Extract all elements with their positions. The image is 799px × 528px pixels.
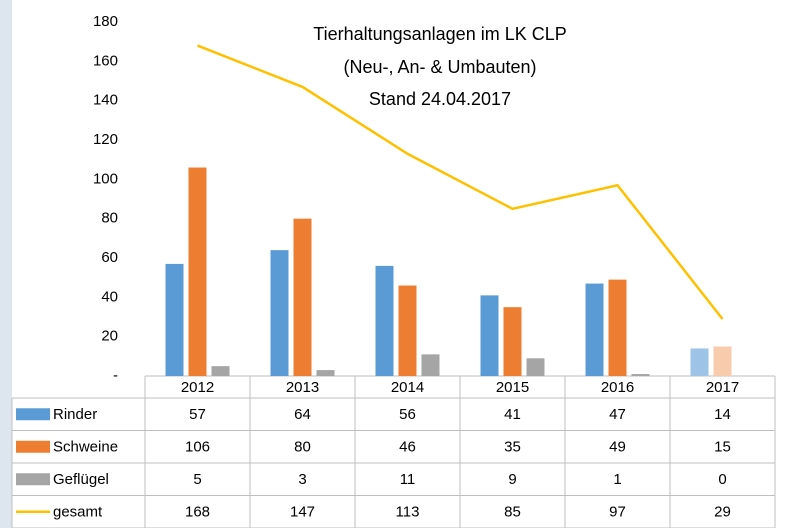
table-cell: 46: [399, 439, 416, 456]
legend-label: Rinder: [53, 406, 97, 423]
y-tick-label: 60: [101, 249, 118, 266]
y-tick-label: 180: [93, 13, 118, 30]
x-tick-label: 2013: [286, 379, 319, 396]
plot: - 20 40 60 80 100 120 140 160 180: [93, 13, 732, 384]
table-cell: 1: [613, 471, 621, 488]
legend-label: Schweine: [53, 439, 118, 456]
bar: [690, 348, 709, 376]
bar: [631, 374, 650, 376]
table-cell: 168: [185, 504, 210, 521]
table-cell: 15: [714, 439, 731, 456]
table-cell: 97: [609, 504, 626, 521]
x-tick-label: 2016: [601, 379, 634, 396]
x-tick-label: 2017: [706, 379, 739, 396]
table-cell: 14: [714, 406, 731, 423]
chart-area: [12, 0, 799, 528]
bar: [503, 307, 522, 376]
table-cell: 41: [504, 406, 521, 423]
table-cell: 113: [396, 504, 420, 521]
y-tick-label: 120: [93, 131, 118, 148]
legend-swatch: [16, 408, 50, 421]
table-cell: 47: [609, 406, 626, 423]
table-cell: 35: [504, 439, 521, 456]
bar: [713, 346, 732, 376]
bar: [398, 285, 417, 376]
chart-title: Tierhaltungsanlagen im LK CLP: [313, 24, 566, 44]
legend-label: Geflügel: [53, 471, 109, 488]
table-cell: 147: [290, 504, 315, 521]
table-cell: 0: [718, 471, 726, 488]
chart-title: (Neu-, An- & Umbauten): [343, 57, 536, 77]
table-cell: 11: [400, 471, 416, 488]
table-cell: 29: [714, 504, 731, 521]
bar: [270, 250, 289, 376]
table-cell: 57: [189, 406, 206, 423]
y-tick-label: 100: [93, 170, 118, 187]
y-tick-label: -: [113, 367, 118, 384]
line: [197, 44, 724, 320]
bar: [375, 265, 394, 376]
bar: [585, 283, 604, 376]
data-table: 2012 2013 2014 2015 2016 2017 Rinder 57 64 56 41 47…: [11, 375, 776, 528]
bar: [293, 218, 312, 376]
bar: [526, 358, 545, 376]
chart-title: Stand 24.04.2017: [369, 89, 511, 109]
bar: [316, 370, 335, 376]
table-cell: 5: [193, 471, 201, 488]
table-cell: 3: [298, 471, 306, 488]
y-tick-label: 140: [93, 92, 118, 109]
legend-swatch: [16, 440, 50, 453]
table-cell: 64: [294, 406, 311, 423]
bar: [188, 167, 207, 376]
y-tick-label: 40: [101, 288, 118, 305]
legend-label: gesamt: [53, 504, 103, 521]
table-cell: 106: [185, 439, 210, 456]
y-tick-label: 20: [101, 328, 118, 345]
bar: [421, 354, 440, 376]
bar: [608, 279, 627, 376]
y-tick-label: 160: [93, 52, 118, 69]
table-cell: 80: [294, 439, 311, 456]
x-tick-label: 2012: [181, 379, 214, 396]
table-cell: 56: [399, 406, 416, 423]
legend-swatch: [16, 473, 50, 486]
bar: [211, 366, 230, 376]
x-tick-label: 2015: [496, 379, 529, 396]
x-tick-label: 2014: [391, 379, 424, 396]
table-cell: 49: [609, 439, 626, 456]
table-cell: 85: [504, 504, 521, 521]
y-tick-label: 80: [101, 210, 118, 227]
bar: [480, 295, 499, 376]
table-cell: 9: [508, 471, 516, 488]
bar: [165, 263, 184, 376]
